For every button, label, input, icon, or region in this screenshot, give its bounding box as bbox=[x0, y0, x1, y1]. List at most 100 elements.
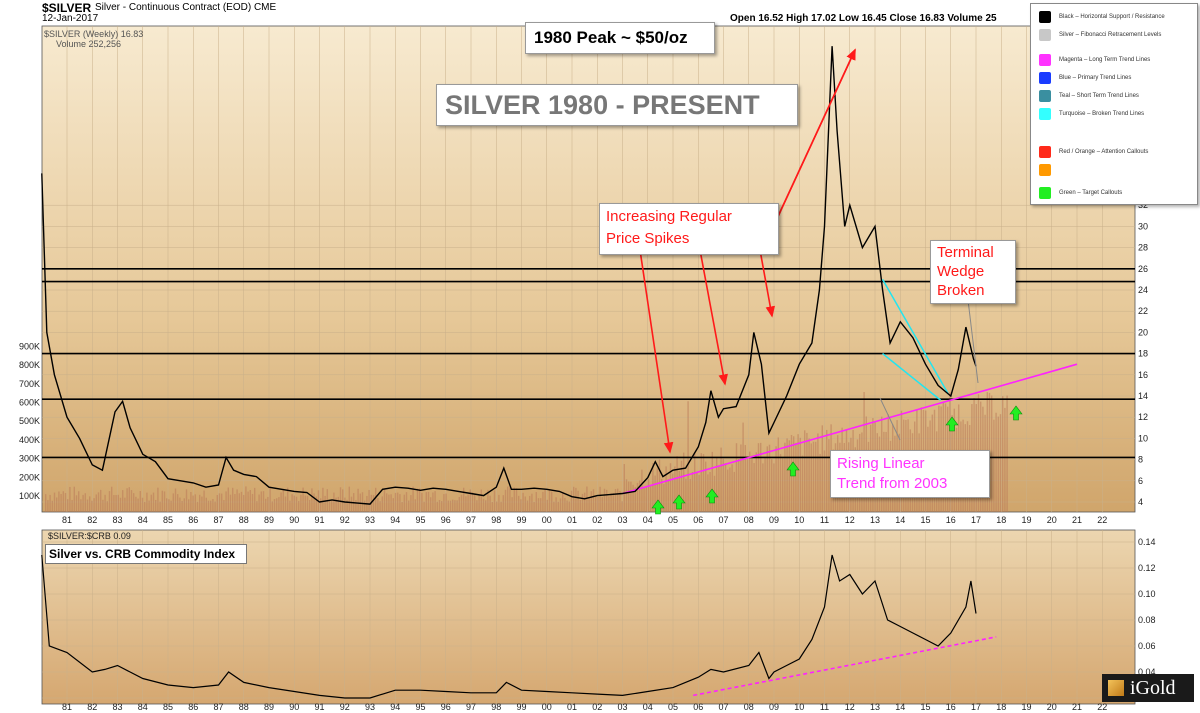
x-tick-label: 05 bbox=[668, 515, 678, 525]
volume-bar bbox=[718, 465, 720, 512]
pointer-line bbox=[879, 397, 901, 441]
volume-bar bbox=[588, 498, 590, 512]
igold-logo: iGold bbox=[1102, 674, 1194, 702]
x-tick-label: 17 bbox=[971, 702, 981, 712]
volume-bar bbox=[141, 497, 144, 512]
volume-bar bbox=[777, 437, 779, 512]
x-tick-label: 99 bbox=[516, 702, 526, 712]
volume-bar bbox=[667, 479, 669, 512]
x-tick-label: 21 bbox=[1072, 702, 1082, 712]
volume-bar bbox=[784, 442, 786, 512]
x-tick-label: 93 bbox=[365, 515, 375, 525]
x-tick-label: 18 bbox=[996, 702, 1006, 712]
x-tick-label: 94 bbox=[390, 702, 400, 712]
spikes-callout-line1: Increasing Regular bbox=[606, 208, 732, 225]
legend-item: Turquoise – Broken Trend Lines bbox=[1039, 107, 1144, 121]
volume-bar bbox=[751, 455, 753, 512]
volume-bar bbox=[436, 501, 438, 512]
y-tick-label: 30 bbox=[1138, 221, 1148, 231]
legend-item: Magenta – Long Term Trend Lines bbox=[1039, 53, 1150, 67]
long-term-trend-line bbox=[693, 636, 997, 697]
volume-bar bbox=[350, 496, 353, 512]
x-tick-label: 01 bbox=[567, 702, 577, 712]
volume-bar bbox=[53, 492, 56, 512]
volume-bar bbox=[51, 500, 53, 512]
target-arrow-icon bbox=[1009, 405, 1023, 421]
y-tick-label: 8 bbox=[1138, 455, 1143, 465]
volume-bar bbox=[126, 488, 128, 512]
volume-bar bbox=[773, 463, 775, 512]
volume-bar bbox=[221, 493, 223, 512]
volume-bar bbox=[570, 490, 573, 512]
volume-bar bbox=[414, 499, 416, 512]
volume-bar bbox=[641, 469, 643, 512]
volume-bar bbox=[573, 486, 575, 512]
legend-swatch bbox=[1039, 108, 1051, 120]
volume-bar bbox=[630, 481, 632, 512]
volume-bar bbox=[443, 494, 445, 512]
x-tick-label: 90 bbox=[289, 515, 299, 525]
volume-bar bbox=[643, 487, 645, 512]
volume-bar bbox=[694, 452, 696, 512]
volume-bar bbox=[177, 494, 179, 512]
trend-callout-line2: Trend from 2003 bbox=[837, 475, 948, 492]
volume-bar bbox=[722, 458, 724, 512]
x-tick-label: 81 bbox=[62, 702, 72, 712]
volume-bar bbox=[106, 501, 108, 512]
volume-bar bbox=[487, 489, 489, 512]
legend-swatch bbox=[1039, 146, 1051, 158]
x-tick-label: 12 bbox=[845, 702, 855, 712]
volume-bar bbox=[496, 501, 498, 512]
volume-bar bbox=[575, 487, 577, 512]
legend-item: Black – Horizontal Support / Resistance bbox=[1039, 10, 1165, 24]
volume-bar bbox=[89, 496, 91, 512]
x-tick-label: 87 bbox=[213, 515, 223, 525]
volume-bar bbox=[155, 499, 157, 512]
volume-bar bbox=[203, 490, 205, 512]
volume-bar bbox=[45, 494, 47, 512]
volume-bar bbox=[139, 491, 141, 512]
volume-bar bbox=[434, 491, 436, 512]
volume-bar bbox=[135, 496, 137, 512]
volume-bar bbox=[403, 494, 405, 512]
x-tick-label: 03 bbox=[617, 515, 627, 525]
x-tick-label: 19 bbox=[1021, 702, 1031, 712]
volume-bar bbox=[617, 488, 619, 512]
x-tick-label: 97 bbox=[466, 515, 476, 525]
volume-bar bbox=[524, 496, 526, 512]
volume-bar bbox=[375, 487, 377, 512]
volume-bar bbox=[744, 445, 746, 512]
volume-bar bbox=[144, 501, 146, 512]
volume-bar bbox=[306, 495, 309, 512]
volume-bar bbox=[185, 489, 188, 512]
volume-bar bbox=[716, 456, 718, 512]
volume-bar bbox=[788, 440, 790, 512]
y-tick-label: 16 bbox=[1138, 370, 1148, 380]
volume-bar bbox=[518, 495, 520, 512]
volume-bar bbox=[73, 486, 75, 512]
target-arrow-icon bbox=[705, 488, 719, 504]
volume-bar bbox=[405, 492, 408, 512]
volume-bar bbox=[821, 425, 823, 512]
volume-bar bbox=[438, 500, 441, 512]
wedge-callout-line1: Terminal bbox=[937, 244, 994, 261]
volume-bar bbox=[610, 493, 612, 512]
x-tick-label: 98 bbox=[491, 515, 501, 525]
legend-label: Black – Horizontal Support / Resistance bbox=[1059, 14, 1165, 20]
volume-bar bbox=[755, 452, 757, 512]
volume-bar bbox=[293, 495, 295, 512]
volume-bar bbox=[137, 498, 139, 512]
volume-bar bbox=[124, 497, 126, 512]
volume-bar bbox=[535, 492, 537, 512]
target-arrow-icon bbox=[945, 416, 959, 432]
volume-bar bbox=[97, 492, 100, 512]
volume-bar bbox=[997, 416, 999, 512]
volume-bar bbox=[526, 500, 529, 512]
volume-bar bbox=[245, 486, 247, 512]
x-tick-label: 97 bbox=[466, 702, 476, 712]
volume-bar bbox=[674, 466, 676, 512]
volume-bar bbox=[265, 498, 267, 512]
legend-label: Silver – Fibonacci Retracement Levels bbox=[1059, 32, 1162, 38]
volume-bar bbox=[229, 494, 232, 512]
volume-bar bbox=[355, 500, 357, 512]
